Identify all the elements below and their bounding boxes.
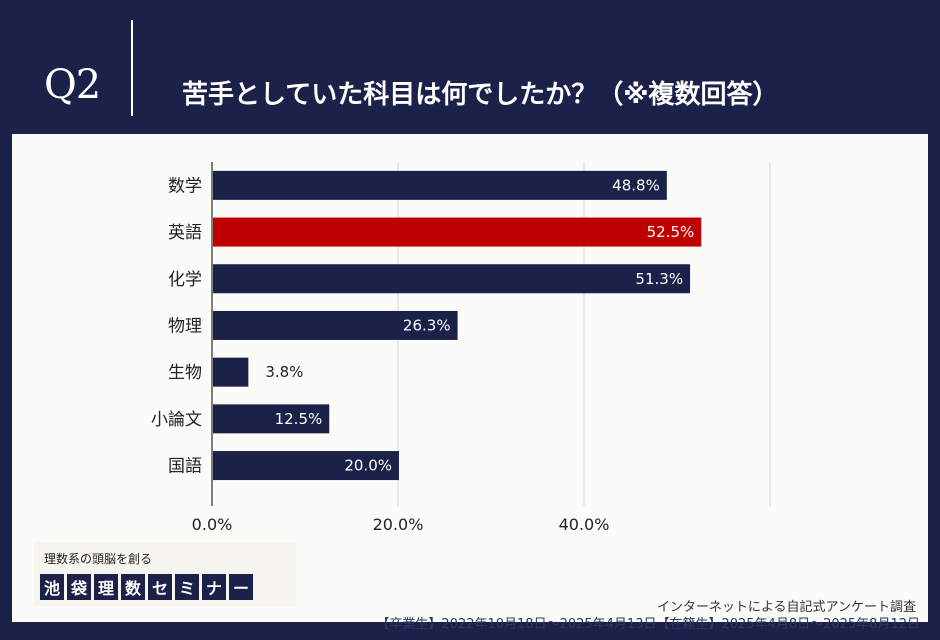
question-number: Q2 xyxy=(44,62,101,108)
x-tick-label: 0.0% xyxy=(192,515,233,534)
chart-panel: 数学 48.8% 英語 52.5% 化学 51.3% 物理 26.3% 生物 3.8% 小論文 12.… xyxy=(12,134,928,622)
bar xyxy=(213,310,458,340)
bar xyxy=(213,170,667,200)
brand-char: ー xyxy=(229,574,253,600)
data-label: 48.8% xyxy=(612,176,660,194)
brand-char: 袋 xyxy=(67,574,91,600)
category-label: 化学 xyxy=(168,270,202,290)
data-label: 20.0% xyxy=(344,457,392,475)
category-label: 数学 xyxy=(168,176,202,196)
brand-char: 数 xyxy=(121,574,145,600)
data-label: 51.3% xyxy=(635,270,683,288)
header: Q2 苦手としていた科目は何でしたか？（※複数回答） xyxy=(0,0,940,134)
data-label: 12.5% xyxy=(275,410,323,428)
brand-char: ミ xyxy=(175,574,199,600)
brand-logo: 理数系の頭脳を創る 池 袋 理 数 セ ミ ナ ー xyxy=(34,542,296,606)
bar-chart: 数学 48.8% 英語 52.5% 化学 51.3% 物理 26.3% 生物 3.8% 小論文 12.… xyxy=(151,162,771,534)
label-layer: 数学 48.8% 英語 52.5% 化学 51.3% 物理 26.3% 生物 3.8% 小論文 12.… xyxy=(151,176,694,476)
brand-char: ナ xyxy=(202,574,226,600)
question-title: 苦手としていた科目は何でしたか？（※複数回答） xyxy=(182,80,779,110)
category-label: 国語 xyxy=(168,457,202,477)
category-label: 英語 xyxy=(168,223,202,243)
bar-layer xyxy=(213,170,702,481)
category-label: 物理 xyxy=(168,316,202,336)
header-divider xyxy=(131,20,133,116)
x-tick-label: 20.0% xyxy=(373,515,424,534)
brand-char: 池 xyxy=(40,574,64,600)
bar xyxy=(213,357,249,387)
data-label: 26.3% xyxy=(403,316,451,334)
category-label: 小論文 xyxy=(151,410,202,430)
bar xyxy=(213,217,702,247)
brand-char: 理 xyxy=(94,574,118,600)
bar xyxy=(213,451,399,481)
tick-layer: 0.0% 20.0% 40.0% xyxy=(192,515,610,534)
bar xyxy=(213,264,691,294)
survey-period-note: 【卒業生】2022年10月18日～2025年4月13日【在籍生】2025年4月8… xyxy=(376,617,920,632)
brand-name: 池 袋 理 数 セ ミ ナ ー xyxy=(40,574,253,600)
brand-char: セ xyxy=(148,574,172,600)
data-label: 52.5% xyxy=(647,223,695,241)
bar xyxy=(213,404,330,434)
category-label: 生物 xyxy=(168,363,202,383)
survey-method-note: インターネットによる自記式アンケート調査 xyxy=(656,600,916,615)
brand-tagline: 理数系の頭脳を創る xyxy=(44,552,153,566)
x-tick-label: 40.0% xyxy=(559,515,610,534)
data-label: 3.8% xyxy=(265,363,303,381)
